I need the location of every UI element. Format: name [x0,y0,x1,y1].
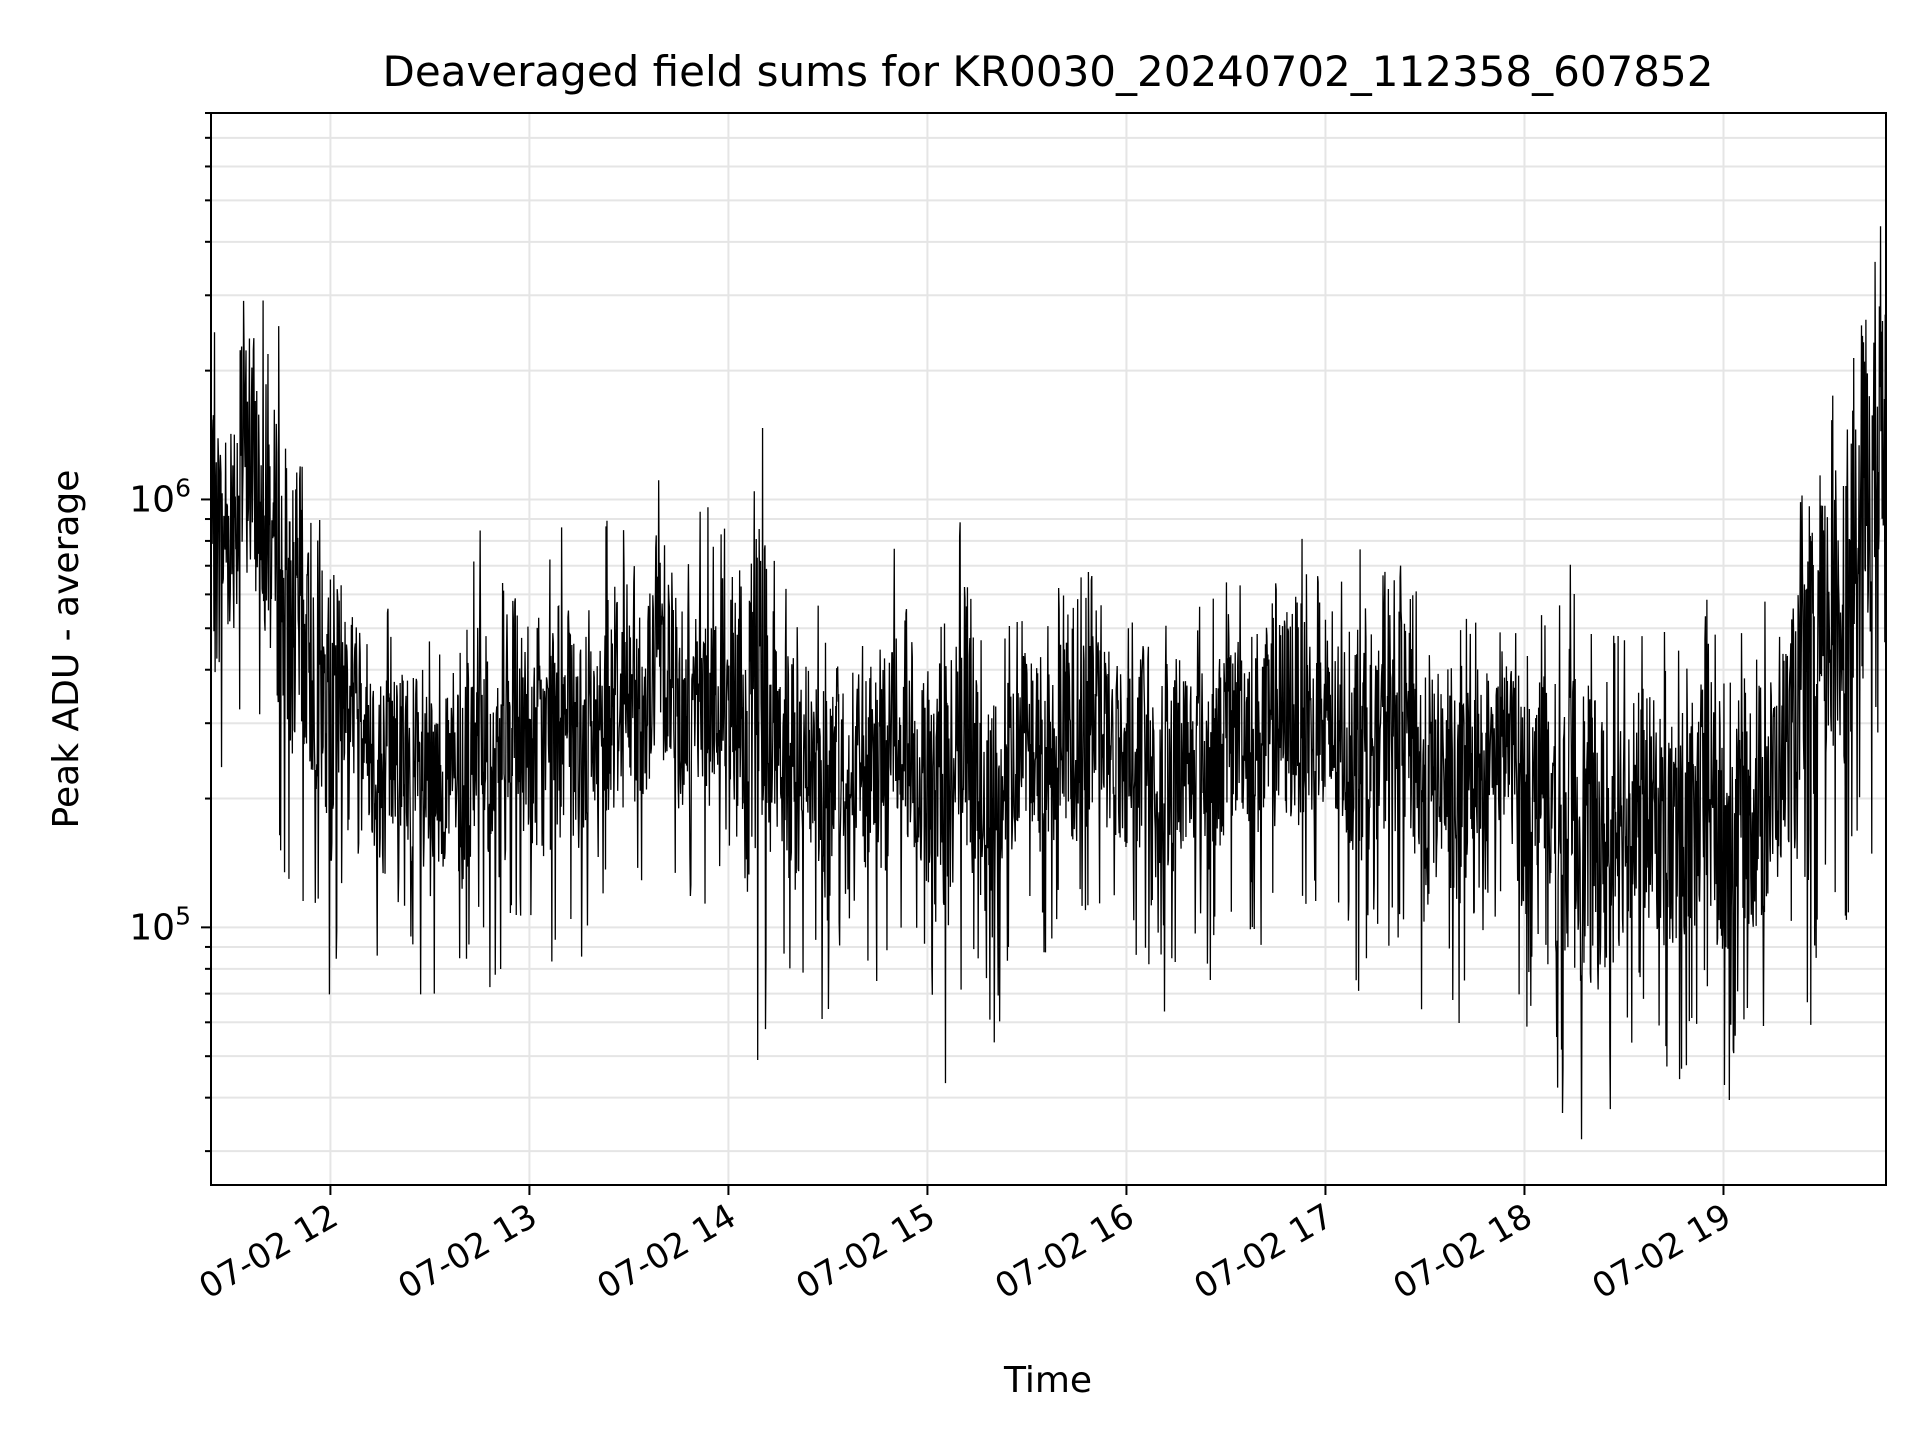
y-axis-label: Peak ADU - average [46,470,87,829]
x-tick-label: 07-02 12 [193,1196,345,1307]
x-tick-label: 07-02 13 [392,1196,544,1307]
x-axis-label: Time [1003,1360,1092,1401]
x-tick-label: 07-02 17 [1188,1196,1340,1307]
x-tick-label: 07-02 18 [1387,1196,1539,1307]
series-line [210,226,1887,1140]
y-tick-label: 105 [129,901,191,948]
x-tick-label: 07-02 15 [790,1196,942,1307]
chart-title: Deaveraged field sums for KR0030_2024070… [383,47,1714,96]
plot-frame [210,112,1887,1186]
x-tick-label: 07-02 16 [989,1196,1141,1307]
x-tick-label: 07-02 19 [1586,1196,1738,1307]
x-tick-label: 07-02 14 [591,1196,743,1307]
y-tick-label: 106 [129,473,191,520]
data-layer [210,226,1887,1140]
